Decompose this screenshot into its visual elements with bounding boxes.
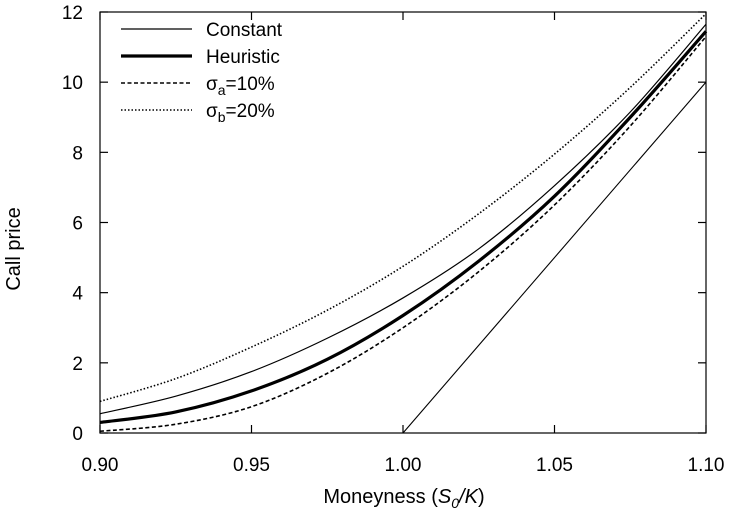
y-axis-title: Call price	[3, 207, 25, 290]
legend: Constant Heuristic σa=10% σb=20%	[121, 20, 283, 125]
legend-entry-sigma-b: σb=20%	[121, 101, 275, 125]
x-tick-label: 0.90	[82, 455, 119, 476]
legend-label: σb=20%	[206, 101, 275, 125]
x-tick-label: 0.95	[233, 455, 270, 476]
legend-entry-constant: Constant	[121, 20, 283, 41]
series-sigma-b-line	[99, 13, 707, 403]
y-tick-label: 2	[72, 354, 83, 375]
x-tick-label: 1.05	[536, 455, 573, 476]
y-tick-label: 8	[72, 143, 83, 164]
series-sigma-a-line	[99, 36, 707, 433]
y-tick-label: 12	[62, 3, 83, 24]
x-tick-layer: 0.90 0.95 1.00 1.05 1.10	[82, 12, 725, 476]
series-heuristic-line	[99, 30, 708, 425]
x-axis-title: Moneyness (S0/K)	[323, 486, 484, 511]
legend-entry-sigma-a: σa=10%	[121, 74, 275, 98]
y-tick-label: 4	[72, 284, 83, 305]
x-tick-label: 1.10	[688, 455, 725, 476]
intrinsic-value-line	[402, 81, 707, 434]
y-tick-label: 6	[72, 214, 83, 235]
y-tick-label: 10	[62, 73, 83, 94]
plot-area-border	[99, 11, 707, 434]
legend-label: Heuristic	[206, 47, 280, 68]
legend-label: σa=10%	[206, 74, 275, 98]
y-tick-label: 0	[72, 424, 83, 445]
x-tick-label: 1.00	[385, 455, 422, 476]
series-constant-line	[99, 23, 707, 415]
legend-entry-heuristic: Heuristic	[121, 47, 280, 68]
legend-label: Constant	[206, 20, 283, 41]
series-layer	[99, 13, 708, 434]
y-tick-layer: 0 2 4 6 8 10 12	[62, 3, 706, 445]
plot-frame-layer	[99, 11, 707, 434]
